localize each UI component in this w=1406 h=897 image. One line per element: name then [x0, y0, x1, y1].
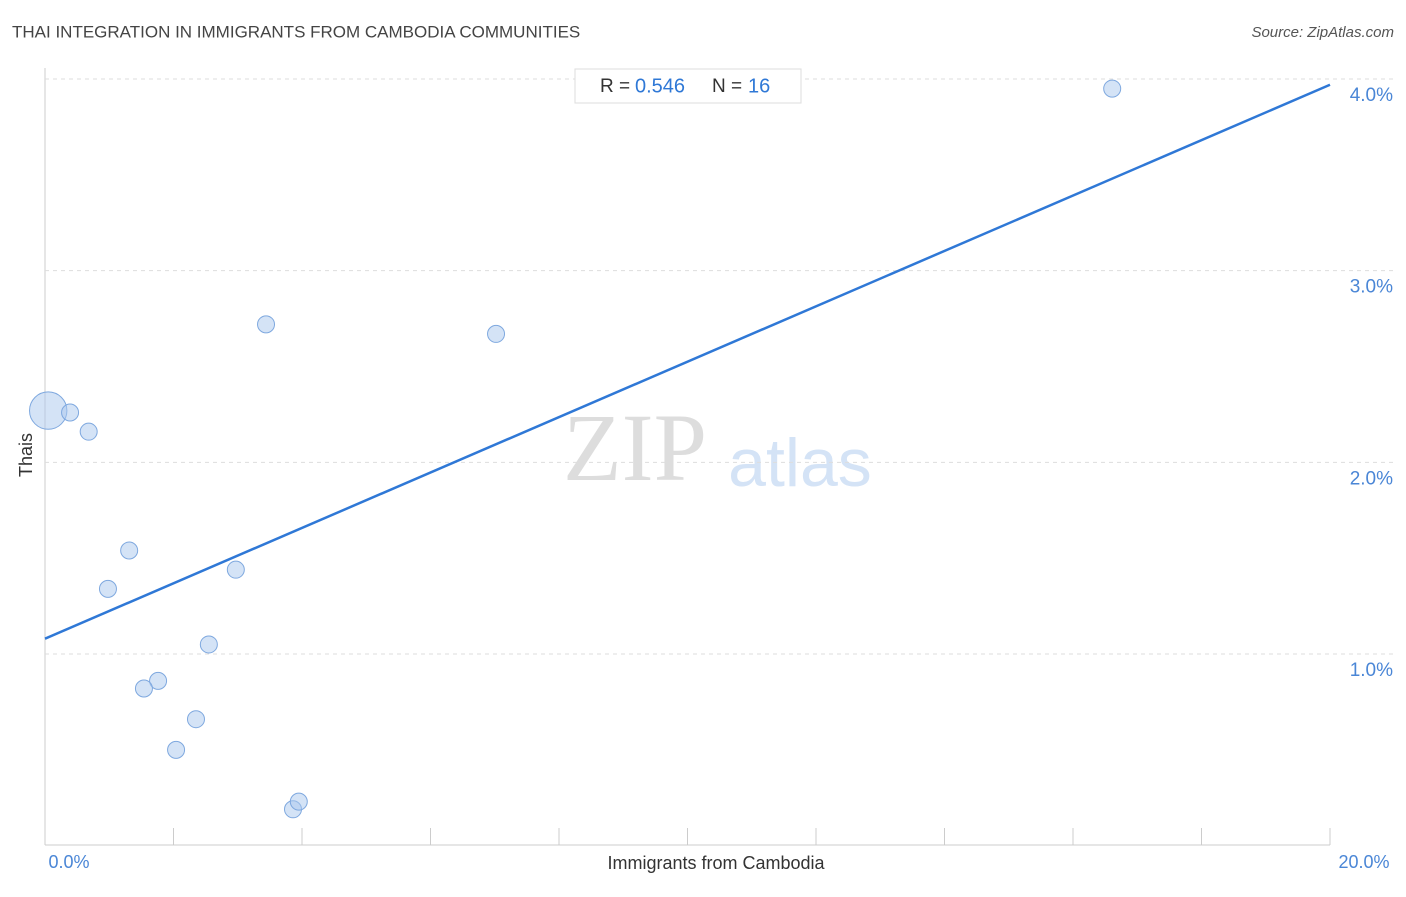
- x-axis-label: Immigrants from Cambodia: [607, 853, 825, 873]
- point: [149, 671, 168, 690]
- point: [1103, 79, 1122, 98]
- point: [79, 422, 98, 441]
- point: [487, 324, 506, 343]
- stats-box: [574, 68, 802, 104]
- point: [120, 541, 139, 560]
- point: [134, 679, 153, 698]
- y-tick-label: 4.0%: [1350, 85, 1393, 106]
- point: [61, 403, 80, 422]
- y-tick-label: 2.0%: [1350, 468, 1393, 489]
- point: [167, 740, 186, 759]
- chart-title: THAI INTEGRATION IN IMMIGRANTS FROM CAMB…: [12, 22, 580, 41]
- point: [98, 579, 117, 598]
- y-tick-label: 3.0%: [1350, 277, 1393, 298]
- y-tick-label: 1.0%: [1350, 660, 1393, 681]
- point: [257, 315, 276, 334]
- watermark: atlas: [728, 425, 872, 501]
- plot: 1.0% 2.0% 3.0% 4.0% 0.0% 20.0%: [29, 78, 1393, 872]
- x-tick-label: 0.0%: [48, 852, 89, 872]
- source: Source: ZipAtlas.com: [1251, 24, 1394, 41]
- x-tick-label: 20.0%: [1338, 852, 1389, 872]
- r-value: 0.546: [635, 75, 685, 97]
- point: [289, 792, 308, 811]
- point: [199, 635, 218, 654]
- point: [186, 710, 205, 729]
- n-value: 16: [748, 75, 770, 97]
- n-label: N =: [712, 76, 742, 97]
- trend-line: [44, 83, 1331, 640]
- r-label: R =: [600, 76, 630, 97]
- watermark: ZIP: [563, 394, 707, 501]
- y-axis-label: Thais: [16, 433, 36, 477]
- point: [226, 560, 245, 579]
